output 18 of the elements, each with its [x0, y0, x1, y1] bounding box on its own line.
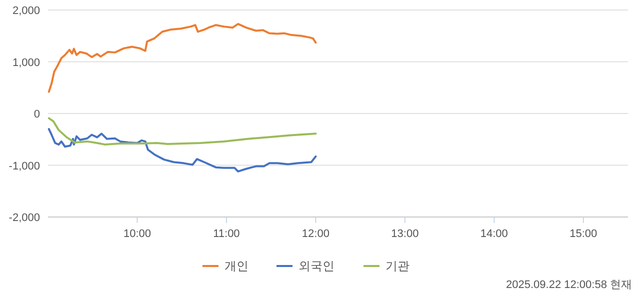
y-tick-label: 2,000: [12, 5, 40, 17]
x-tick-label: 15:00: [570, 228, 598, 240]
legend-label: 개인: [224, 259, 248, 273]
line-series: [48, 117, 317, 146]
x-tick-label: 12:00: [302, 228, 330, 240]
y-tick-label: -2,000: [8, 212, 40, 224]
y-tick-label: -1,000: [8, 160, 40, 172]
x-tick-label: 10:00: [123, 228, 151, 240]
y-tick-label: 0: [34, 108, 40, 120]
legend-label: 외국인: [298, 259, 334, 273]
x-tick-label: 13:00: [391, 228, 419, 240]
y-tick-label: 1,000: [12, 56, 40, 69]
legend-label: 기관: [386, 259, 410, 273]
x-tick-label: 11:00: [213, 228, 240, 240]
x-tick-label: 14:00: [480, 228, 508, 240]
line-series: [48, 22, 317, 93]
text: 2025.09.22 12:00:58 현재: [506, 279, 632, 291]
line-series: [48, 128, 317, 172]
